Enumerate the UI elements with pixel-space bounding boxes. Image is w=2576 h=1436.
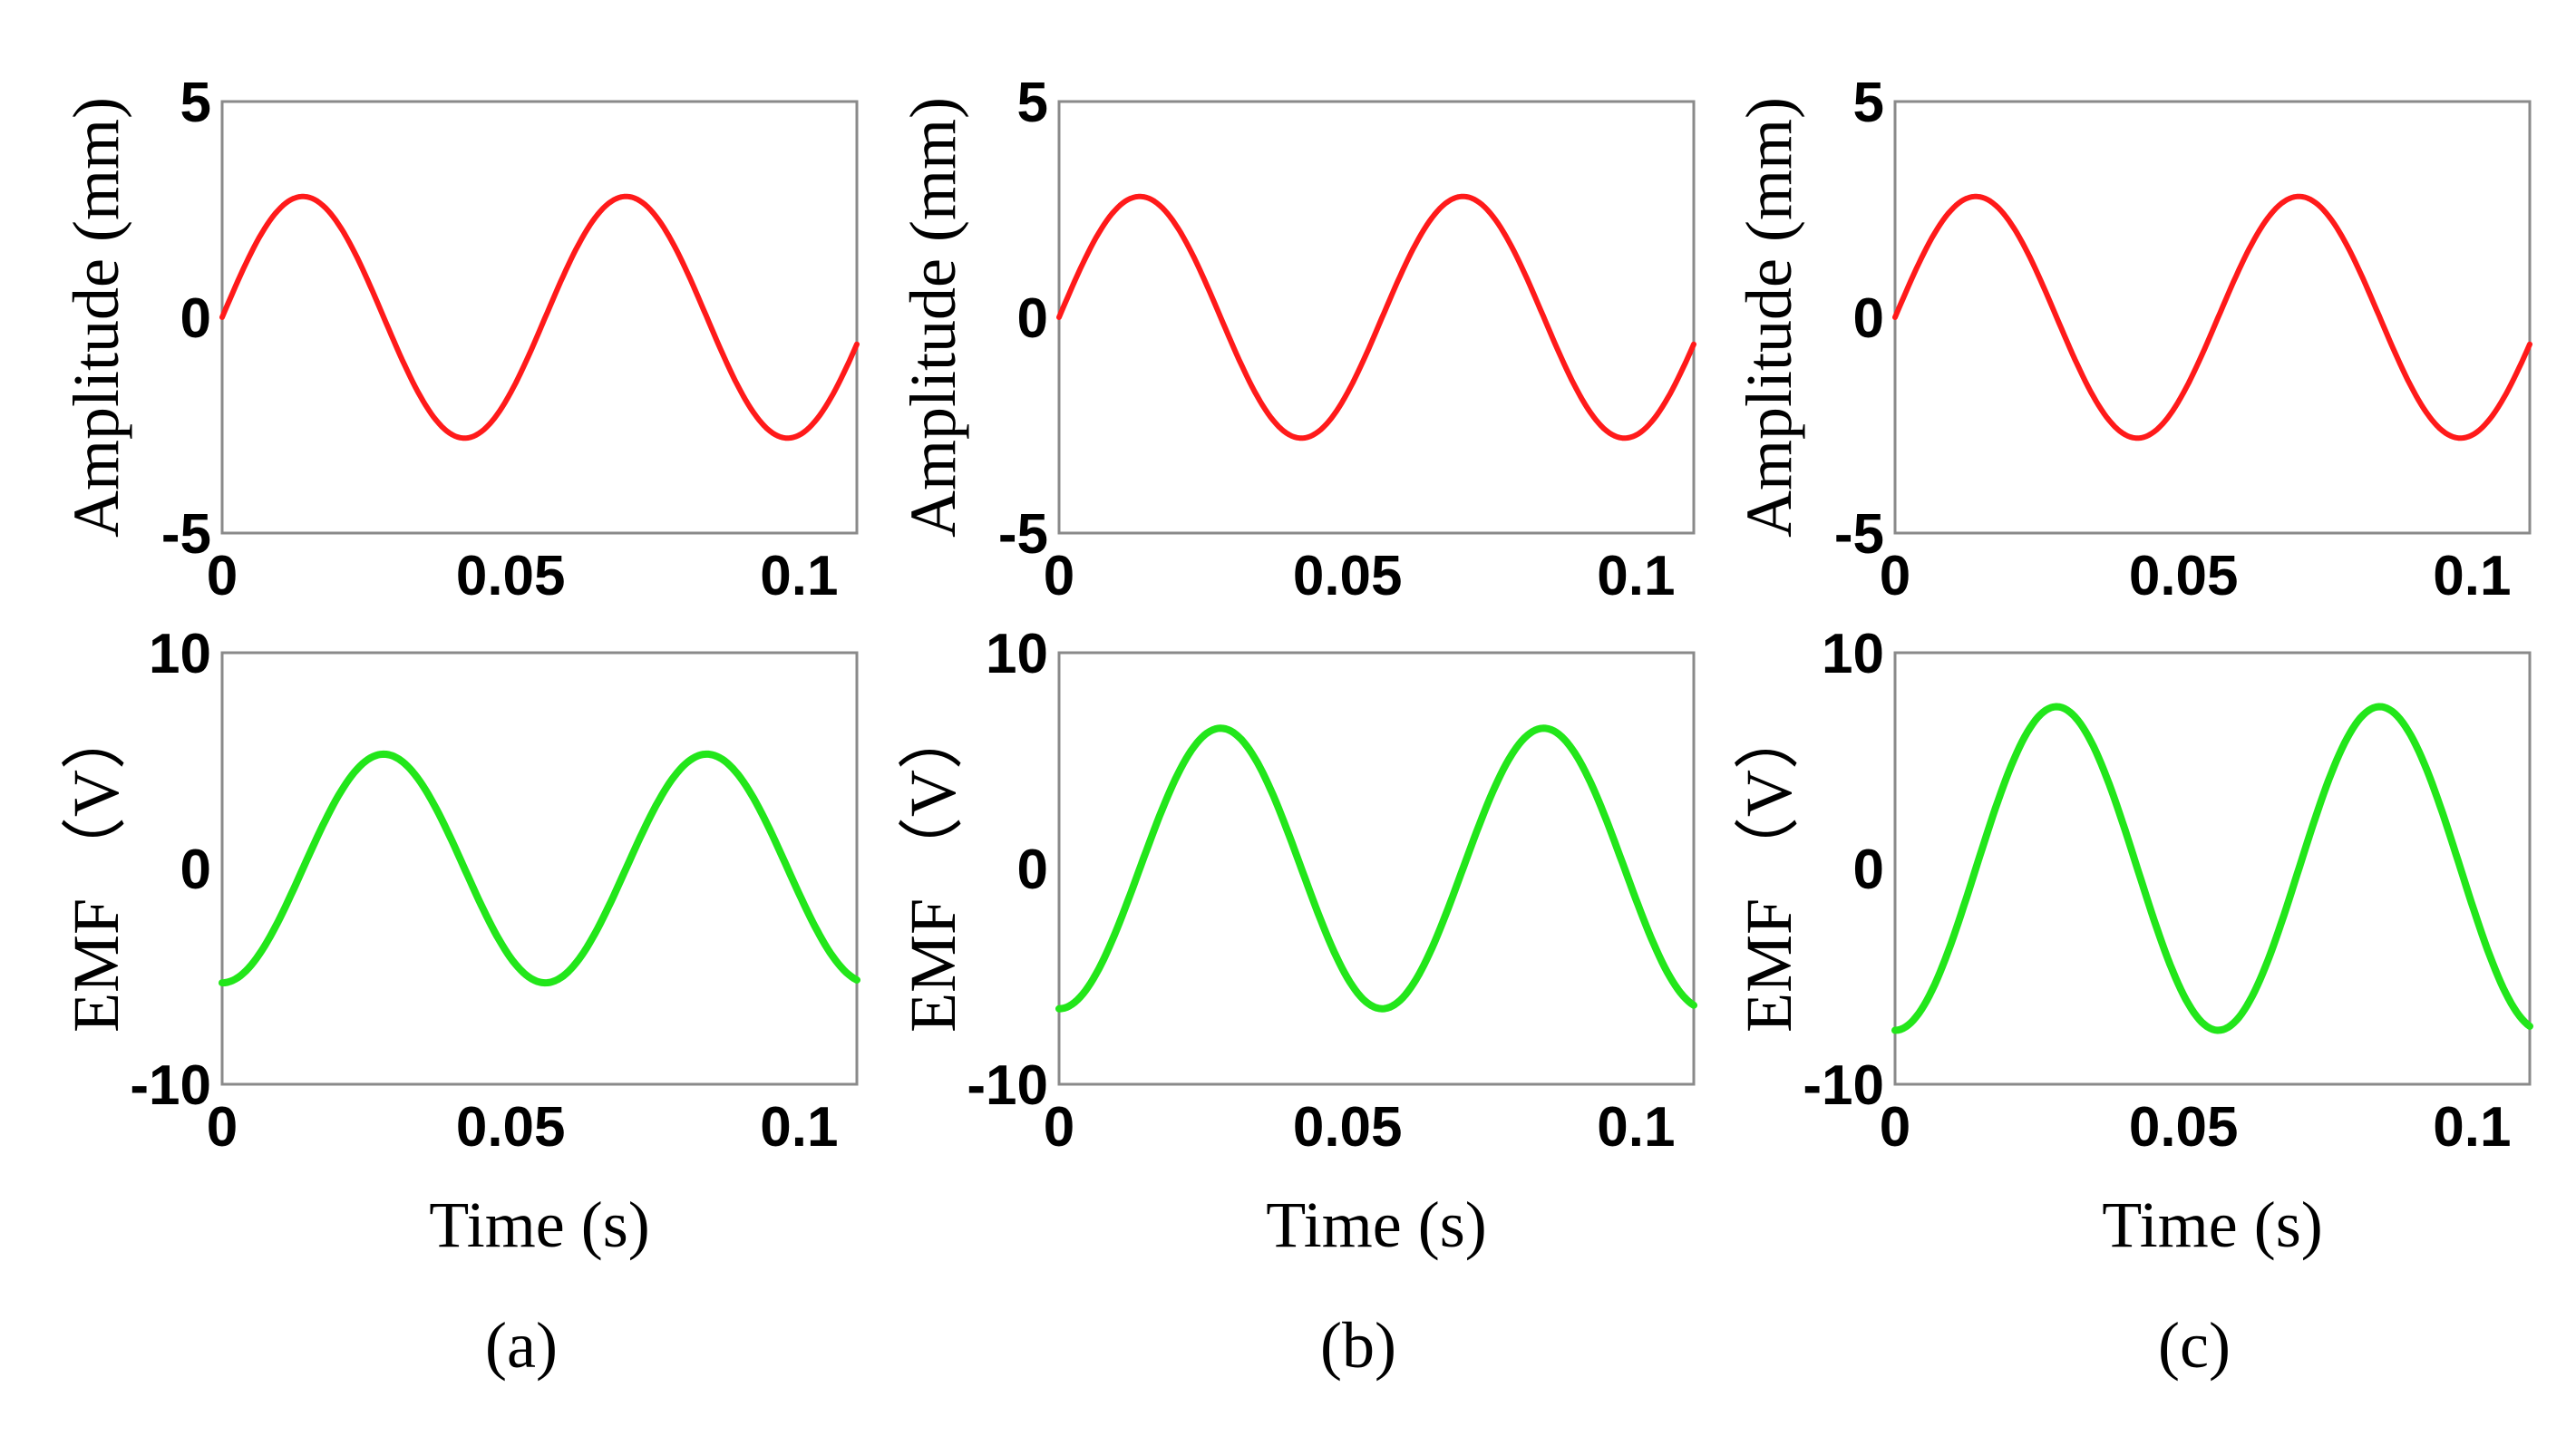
y-tick-label: 5 [1017, 72, 1048, 134]
y-tick-label: 0 [180, 839, 211, 901]
y-tick-label: 0 [1853, 839, 1884, 901]
series-line-amplitude [1892, 193, 2532, 441]
y-tick-label: 10 [986, 623, 1048, 685]
y-tick-label: -5 [998, 503, 1048, 566]
y-tick-label: 10 [149, 623, 211, 685]
x-tick-label: 0.1 [2433, 1096, 2511, 1159]
panel-label: (b) [1320, 1309, 1396, 1382]
y-axis-label: EMF （V） [897, 704, 969, 1033]
x-tick-label: 0.05 [2129, 545, 2239, 607]
panel-label: (c) [2158, 1309, 2231, 1382]
x-tick-label: 0 [1044, 545, 1074, 607]
x-tick-label: 0 [1880, 545, 1910, 607]
series-line-emf [1055, 724, 1697, 1013]
plot-frame [1893, 100, 2532, 535]
x-tick-label: 0.1 [760, 545, 838, 607]
plot-frame [1057, 100, 1696, 535]
x-tick-label: 0.1 [760, 1096, 838, 1159]
y-tick-label: -5 [161, 503, 211, 566]
y-axis-label: EMF （V） [60, 704, 132, 1033]
y-axis-label: Amplitude (mm) [1733, 97, 1805, 538]
y-axis-label: Amplitude (mm) [60, 97, 132, 538]
y-tick-label: -10 [967, 1054, 1048, 1117]
plot-frame [220, 100, 859, 535]
x-axis-label: Time (s) [429, 1189, 649, 1261]
y-tick-label: 10 [1822, 623, 1884, 685]
series-line-amplitude [1056, 193, 1696, 441]
x-tick-label: 0 [1880, 1096, 1910, 1159]
x-tick-label: 0.1 [1597, 1096, 1675, 1159]
x-axis-label: Time (s) [1266, 1189, 1486, 1261]
y-tick-label: 0 [1853, 287, 1884, 350]
plot-frame [220, 651, 859, 1086]
x-tick-label: 0 [207, 545, 238, 607]
y-tick-label: 0 [1017, 287, 1048, 350]
x-tick-label: 0.05 [1293, 1096, 1403, 1159]
x-tick-label: 0.05 [2129, 1096, 2239, 1159]
y-tick-label: -10 [130, 1054, 211, 1117]
series-line-amplitude [219, 193, 860, 441]
x-tick-label: 0 [1044, 1096, 1074, 1159]
y-axis-label: EMF （V） [1733, 704, 1805, 1033]
plot-frame [1057, 651, 1696, 1086]
x-tick-label: 0.05 [456, 545, 566, 607]
y-tick-label: 5 [180, 72, 211, 134]
panel-label: (a) [485, 1309, 558, 1382]
y-axis-label: Amplitude (mm) [897, 97, 969, 538]
y-tick-label: 0 [180, 287, 211, 350]
y-tick-label: 5 [1853, 72, 1884, 134]
x-axis-label: Time (s) [2102, 1189, 2322, 1261]
x-tick-label: 0.05 [456, 1096, 566, 1159]
y-tick-label: 0 [1017, 839, 1048, 901]
y-tick-label: -5 [1834, 503, 1884, 566]
plot-frame [1893, 651, 2532, 1086]
x-tick-label: 0.05 [1293, 545, 1403, 607]
x-tick-label: 0.1 [1597, 545, 1675, 607]
series-line-emf [1891, 703, 2533, 1034]
x-tick-label: 0 [207, 1096, 238, 1159]
x-tick-label: 0.1 [2433, 545, 2511, 607]
y-tick-label: -10 [1803, 1054, 1884, 1117]
series-line-emf [219, 750, 860, 987]
